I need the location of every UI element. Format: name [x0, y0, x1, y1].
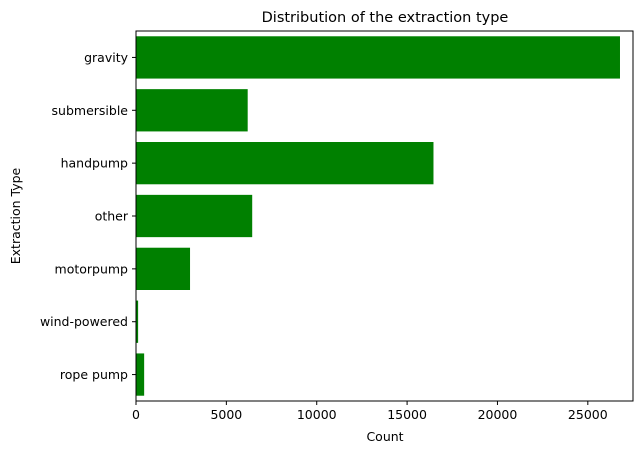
bar-submersible [136, 89, 248, 132]
x-tick-label: 20000 [478, 407, 518, 422]
y-ticks-group: gravity submersible handpump other motorpump… [40, 50, 136, 382]
bar-wind-powered [136, 300, 139, 343]
bar-gravity [136, 36, 620, 79]
bar-other [136, 194, 253, 238]
y-axis-label: Extraction Type [8, 167, 23, 264]
bar-rope-pump [136, 353, 145, 396]
y-tick-label: wind-powered [40, 314, 128, 329]
x-ticks-group: 0 5000 10000 15000 20000 25000 [132, 401, 608, 422]
y-tick-label: gravity [84, 50, 129, 65]
y-tick-label: other [95, 209, 129, 224]
x-tick-label: 15000 [387, 407, 427, 422]
y-tick-label: motorpump [55, 261, 129, 276]
x-tick-label: 0 [132, 407, 140, 422]
y-tick-label: submersible [52, 103, 129, 118]
bars-group [136, 36, 620, 396]
x-tick-label: 5000 [210, 407, 242, 422]
x-axis-label: Count [366, 429, 403, 444]
y-tick-label: rope pump [60, 367, 128, 382]
plot-frame [135, 30, 634, 402]
x-tick-label: 25000 [568, 407, 608, 422]
x-tick-label: 10000 [297, 407, 337, 422]
chart-title: Distribution of the extraction type [262, 10, 509, 26]
bar-motorpump [136, 247, 191, 290]
y-tick-label: handpump [61, 156, 128, 171]
bar-handpump [136, 142, 434, 185]
